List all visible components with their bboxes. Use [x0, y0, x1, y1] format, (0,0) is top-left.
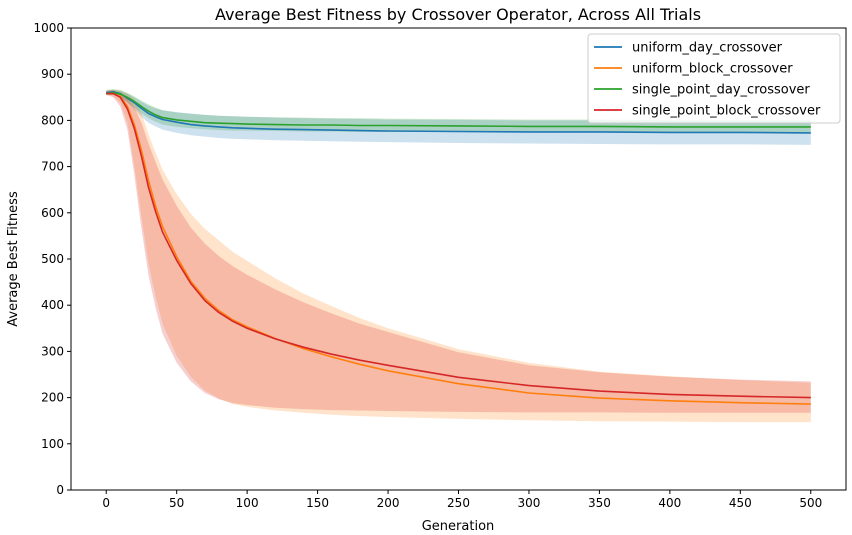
- y-axis-ticks: 0 100 200 300 400 500 600 700 800 900 1000: [33, 21, 71, 497]
- y-tick-label: 900: [41, 67, 64, 81]
- x-tick-label: 400: [658, 496, 681, 510]
- legend-label-single-point-block-crossover: single_point_block_crossover: [632, 104, 821, 119]
- y-tick-label: 200: [41, 391, 64, 405]
- y-axis-label: Average Best Fitness: [6, 191, 21, 327]
- x-tick-label: 250: [447, 496, 470, 510]
- x-tick-label: 100: [236, 496, 259, 510]
- legend-box: [587, 33, 841, 124]
- x-tick-label: 150: [306, 496, 329, 510]
- x-tick-label: 450: [729, 496, 752, 510]
- y-tick-label: 400: [41, 298, 64, 312]
- x-tick-label: 350: [588, 496, 611, 510]
- y-tick-label: 800: [41, 113, 64, 127]
- x-axis-label: Generation: [422, 519, 495, 534]
- y-tick-label: 700: [41, 160, 64, 174]
- y-tick-label: 300: [41, 344, 64, 358]
- line-uniform-day-crossover: [106, 91, 811, 134]
- x-axis-ticks: 0 50 100 150 200 250 300 350 400 450 500: [102, 490, 822, 510]
- line-single-point-block-crossover: [106, 92, 811, 399]
- chart-title: Average Best Fitness by Crossover Operat…: [215, 5, 701, 24]
- y-tick-label: 1000: [33, 21, 64, 35]
- band-single-point-block-crossover: [106, 90, 811, 413]
- line-single-point-day-crossover: [106, 91, 811, 128]
- y-tick-label: 100: [41, 437, 64, 451]
- x-tick-label: 0: [102, 496, 110, 510]
- band-uniform-block-crossover: [106, 89, 811, 423]
- y-tick-label: 0: [56, 483, 64, 497]
- x-tick-label: 500: [799, 496, 822, 510]
- y-tick-label: 600: [41, 206, 64, 220]
- x-tick-label: 300: [518, 496, 541, 510]
- legend-label-single-point-day-crossover: single_point_day_crossover: [632, 83, 810, 98]
- legend: uniform_day_crossover uniform_block_cross…: [587, 33, 841, 124]
- series-lines: [106, 91, 811, 405]
- x-tick-label: 50: [169, 496, 184, 510]
- confidence-bands: [106, 89, 811, 423]
- line-uniform-block-crossover: [106, 92, 811, 405]
- band-uniform-day-crossover: [106, 89, 811, 145]
- legend-label-uniform-day-crossover: uniform_day_crossover: [632, 41, 783, 56]
- y-tick-label: 500: [41, 252, 64, 266]
- legend-label-uniform-block-crossover: uniform_block_crossover: [632, 62, 793, 77]
- x-tick-label: 200: [377, 496, 400, 510]
